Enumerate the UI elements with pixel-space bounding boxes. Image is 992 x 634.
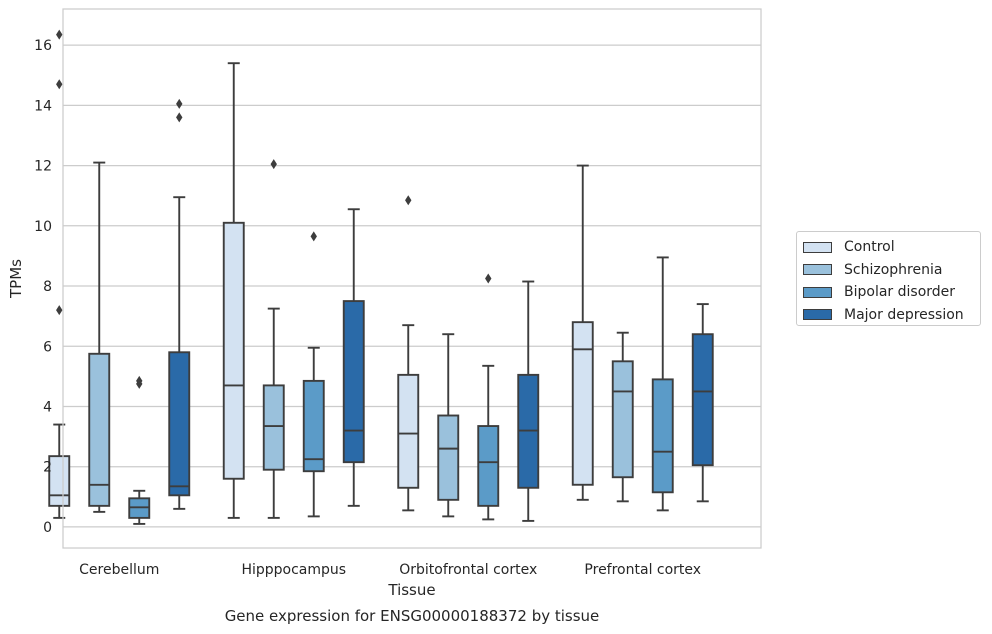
y-axis-label: TPMs <box>7 259 25 299</box>
box-body <box>88 352 111 507</box>
x-tick-labels: Cerebellum Hipppocampus Orbitofrontal cort… <box>79 562 701 578</box>
chart-caption: Gene expression for ENSG00000188372 by t… <box>224 607 600 625</box>
x-tick-label-hipppocampus: Hipppocampus <box>241 562 346 578</box>
box-body <box>222 221 245 480</box>
box-prefrontal-cortex-control <box>571 164 594 501</box>
legend-item-control: Control <box>803 236 980 259</box>
box-orbitofrontal-cortex-major-depression <box>517 280 540 522</box>
box-prefrontal-cortex-major-depression <box>691 303 714 503</box>
legend-label-schizophrenia: Schizophrenia <box>844 261 943 278</box>
legend-swatch-control <box>803 241 832 253</box>
y-tick-label-4: 4 <box>43 399 52 415</box>
y-tick-label-0: 0 <box>43 520 52 536</box>
y-tick-label-2: 2 <box>43 460 52 476</box>
box-orbitofrontal-cortex-control <box>397 195 420 512</box>
box-cerebellum-bipolar-disorder <box>128 375 151 525</box>
box-cerebellum-control <box>48 29 71 519</box>
box-hipppocampus-major-depression <box>342 208 365 507</box>
y-tick-label-12: 12 <box>34 159 52 175</box>
y-tick-label-10: 10 <box>34 219 52 235</box>
y-tick-labels: 0 2 4 6 8 10 12 14 16 <box>34 38 52 536</box>
box-hipppocampus-control <box>222 62 245 519</box>
outlier-point <box>176 98 183 109</box>
box-hipppocampus-bipolar-disorder <box>302 231 325 518</box>
legend-swatch-schizophrenia <box>803 264 832 276</box>
outlier-point <box>176 112 183 123</box>
plot-frame <box>62 8 762 549</box>
box-layer <box>48 29 714 525</box>
outlier-point <box>136 375 143 386</box>
outlier-point <box>56 79 63 90</box>
box-body <box>168 351 191 497</box>
box-prefrontal-cortex-bipolar-disorder <box>651 256 674 512</box>
legend-swatch-major-depression <box>803 309 832 321</box>
outlier-point <box>270 159 277 170</box>
x-tick-label-cerebellum: Cerebellum <box>79 562 159 578</box>
y-tick-label-6: 6 <box>43 339 52 355</box>
legend-label-major-depression: Major depression <box>844 306 964 323</box>
legend-label-bipolar-disorder: Bipolar disorder <box>844 284 956 301</box>
y-tick-label-8: 8 <box>43 279 52 295</box>
box-body <box>477 425 500 507</box>
box-body <box>611 360 634 479</box>
box-cerebellum-schizophrenia <box>88 161 111 513</box>
legend-item-bipolar-disorder: Bipolar disorder <box>803 281 980 304</box>
y-tick-label-16: 16 <box>34 38 52 54</box>
box-body <box>48 455 71 507</box>
outlier-point <box>56 29 63 40</box>
box-prefrontal-cortex-schizophrenia <box>611 331 634 503</box>
legend: Control Schizophrenia Bipolar disorder M… <box>796 231 981 326</box>
outlier-point <box>485 273 492 284</box>
box-cerebellum-major-depression <box>168 98 191 510</box>
box-body <box>437 414 460 501</box>
box-body <box>397 373 420 489</box>
x-axis-label: Tissue <box>387 581 435 599</box>
box-body <box>571 321 594 486</box>
legend-label-control: Control <box>844 239 895 256</box>
legend-item-schizophrenia: Schizophrenia <box>803 259 980 282</box>
outlier-point <box>405 195 412 206</box>
legend-swatch-bipolar-disorder <box>803 286 832 298</box>
box-body <box>691 333 714 467</box>
box-body <box>651 378 674 494</box>
outlier-point <box>310 231 317 242</box>
box-hipppocampus-schizophrenia <box>262 159 285 519</box>
box-orbitofrontal-cortex-schizophrenia <box>437 333 460 518</box>
box-orbitofrontal-cortex-bipolar-disorder <box>477 273 500 521</box>
legend-item-major-depression: Major depression <box>803 304 980 327</box>
box-body <box>302 379 325 473</box>
box-body <box>262 384 285 471</box>
outlier-point <box>56 305 63 316</box>
y-tick-label-14: 14 <box>34 98 52 114</box>
x-tick-label-orbitofrontal-cortex: Orbitofrontal cortex <box>399 562 537 578</box>
x-tick-label-prefrontal-cortex: Prefrontal cortex <box>584 562 701 578</box>
box-body <box>342 300 365 464</box>
